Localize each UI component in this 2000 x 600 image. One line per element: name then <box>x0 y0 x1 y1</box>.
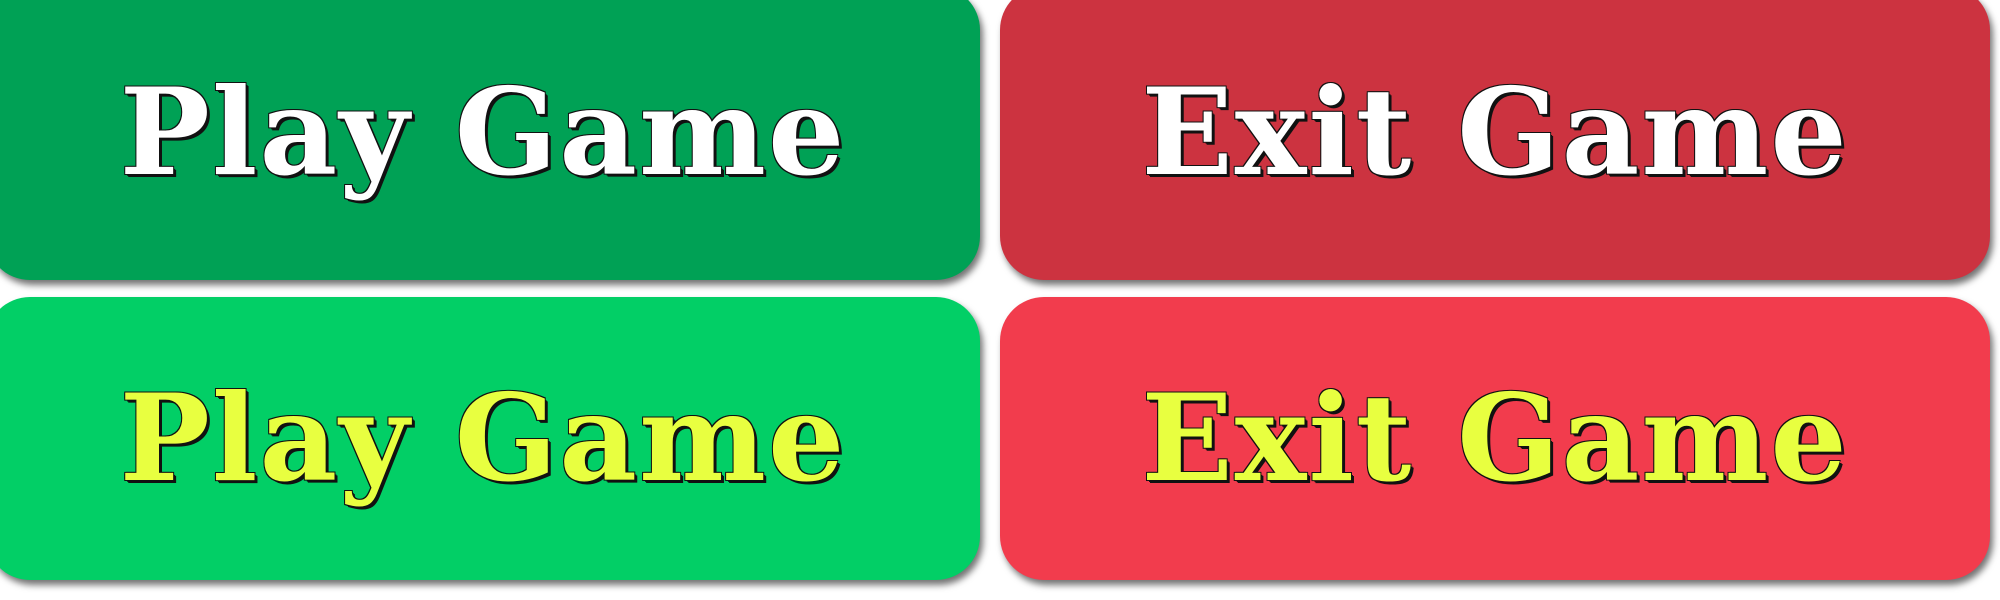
play-game-button[interactable]: Play Game <box>0 0 980 280</box>
play-game-label: Play Game <box>119 62 847 203</box>
play-game-button-highlighted[interactable]: Play Game <box>0 297 980 580</box>
exit-game-button[interactable]: Exit Game <box>1000 0 1990 280</box>
exit-game-label: Exit Game <box>1141 62 1849 203</box>
play-game-label-highlighted: Play Game <box>119 367 847 509</box>
exit-game-label-highlighted: Exit Game <box>1141 367 1849 509</box>
exit-game-button-highlighted[interactable]: Exit Game <box>1000 297 1990 580</box>
